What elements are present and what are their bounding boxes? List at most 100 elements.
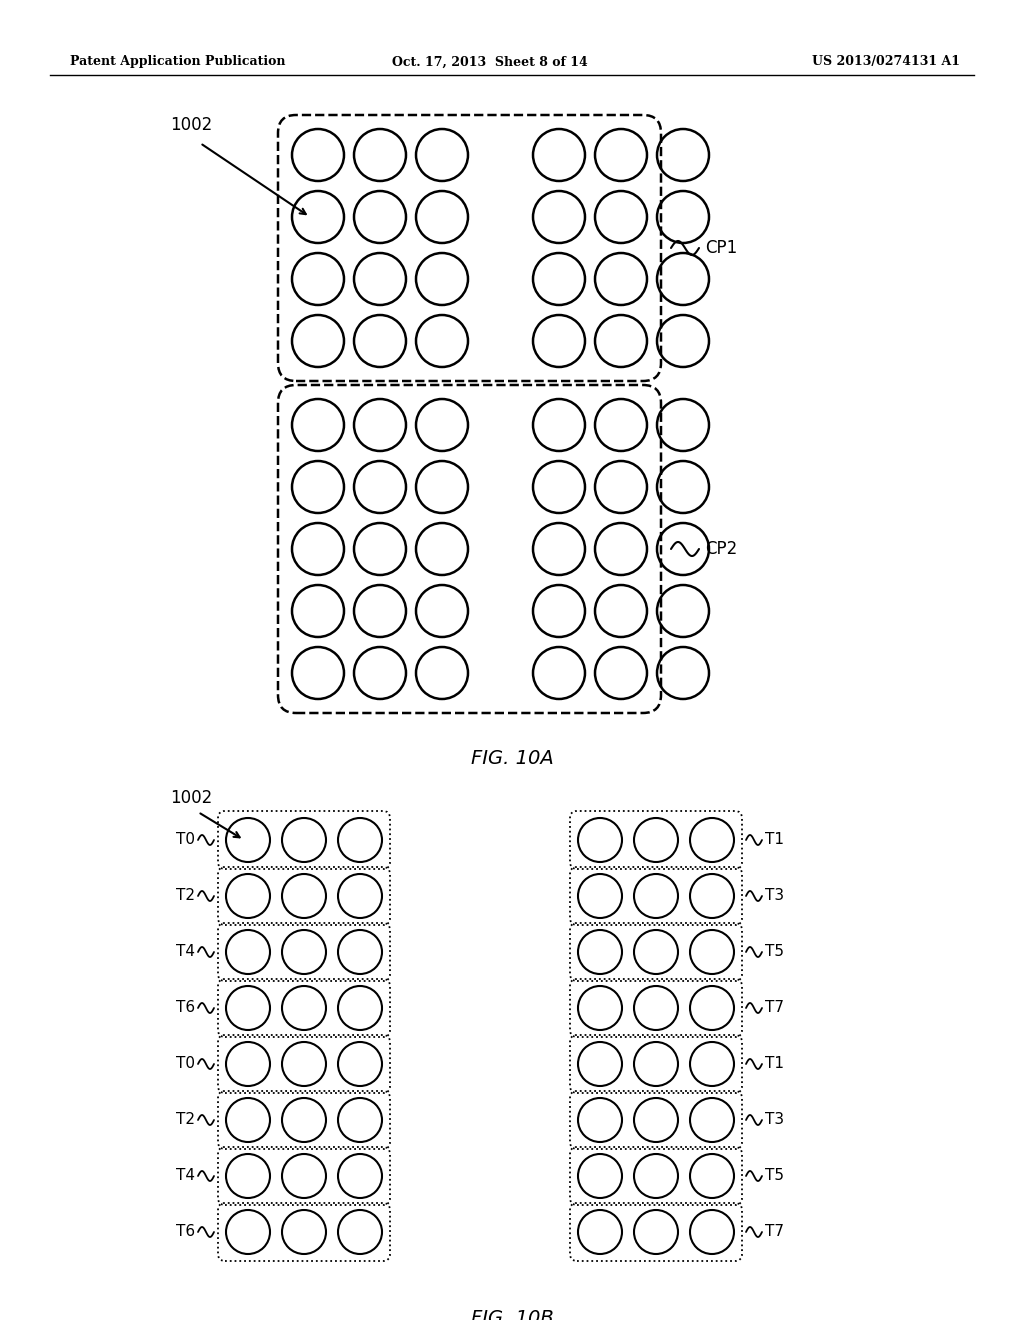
Circle shape bbox=[634, 1154, 678, 1199]
Circle shape bbox=[595, 585, 647, 638]
Circle shape bbox=[534, 461, 585, 513]
Text: T1: T1 bbox=[765, 1056, 784, 1072]
Text: T7: T7 bbox=[765, 1001, 784, 1015]
Circle shape bbox=[292, 647, 344, 700]
Circle shape bbox=[534, 399, 585, 451]
Circle shape bbox=[595, 253, 647, 305]
Circle shape bbox=[416, 647, 468, 700]
Circle shape bbox=[657, 315, 709, 367]
Text: T3: T3 bbox=[765, 888, 784, 903]
Circle shape bbox=[338, 986, 382, 1030]
Circle shape bbox=[416, 129, 468, 181]
Circle shape bbox=[354, 191, 406, 243]
Circle shape bbox=[338, 1210, 382, 1254]
Circle shape bbox=[282, 818, 326, 862]
Text: US 2013/0274131 A1: US 2013/0274131 A1 bbox=[812, 55, 961, 69]
Text: 1002: 1002 bbox=[170, 116, 212, 135]
Circle shape bbox=[595, 461, 647, 513]
Circle shape bbox=[595, 315, 647, 367]
Circle shape bbox=[354, 315, 406, 367]
Circle shape bbox=[690, 1041, 734, 1086]
Circle shape bbox=[595, 647, 647, 700]
Circle shape bbox=[578, 1154, 622, 1199]
Circle shape bbox=[534, 253, 585, 305]
Circle shape bbox=[226, 931, 270, 974]
Circle shape bbox=[292, 191, 344, 243]
Text: T3: T3 bbox=[765, 1113, 784, 1127]
Text: T6: T6 bbox=[176, 1225, 195, 1239]
Circle shape bbox=[416, 399, 468, 451]
Circle shape bbox=[657, 399, 709, 451]
Circle shape bbox=[534, 647, 585, 700]
Circle shape bbox=[354, 129, 406, 181]
Circle shape bbox=[657, 523, 709, 576]
Circle shape bbox=[416, 523, 468, 576]
Circle shape bbox=[354, 585, 406, 638]
Circle shape bbox=[595, 191, 647, 243]
Circle shape bbox=[292, 461, 344, 513]
Circle shape bbox=[534, 315, 585, 367]
Circle shape bbox=[578, 1210, 622, 1254]
Circle shape bbox=[657, 253, 709, 305]
Circle shape bbox=[634, 1210, 678, 1254]
Circle shape bbox=[282, 1041, 326, 1086]
Circle shape bbox=[634, 1098, 678, 1142]
Circle shape bbox=[292, 129, 344, 181]
Text: Oct. 17, 2013  Sheet 8 of 14: Oct. 17, 2013 Sheet 8 of 14 bbox=[392, 55, 588, 69]
Circle shape bbox=[578, 1041, 622, 1086]
Text: T2: T2 bbox=[176, 1113, 195, 1127]
Text: T0: T0 bbox=[176, 1056, 195, 1072]
Circle shape bbox=[282, 931, 326, 974]
Text: T2: T2 bbox=[176, 888, 195, 903]
Circle shape bbox=[354, 523, 406, 576]
Circle shape bbox=[578, 986, 622, 1030]
Circle shape bbox=[292, 253, 344, 305]
Circle shape bbox=[634, 986, 678, 1030]
Circle shape bbox=[292, 315, 344, 367]
Text: T1: T1 bbox=[765, 833, 784, 847]
Circle shape bbox=[282, 1210, 326, 1254]
Circle shape bbox=[292, 585, 344, 638]
Circle shape bbox=[416, 585, 468, 638]
Circle shape bbox=[657, 585, 709, 638]
Circle shape bbox=[657, 129, 709, 181]
Circle shape bbox=[292, 523, 344, 576]
Circle shape bbox=[226, 1098, 270, 1142]
Circle shape bbox=[634, 874, 678, 917]
Circle shape bbox=[338, 818, 382, 862]
Circle shape bbox=[657, 191, 709, 243]
Circle shape bbox=[657, 461, 709, 513]
Circle shape bbox=[690, 986, 734, 1030]
Circle shape bbox=[354, 461, 406, 513]
Circle shape bbox=[416, 191, 468, 243]
Circle shape bbox=[595, 129, 647, 181]
Circle shape bbox=[338, 1041, 382, 1086]
Circle shape bbox=[338, 1098, 382, 1142]
Circle shape bbox=[690, 818, 734, 862]
Circle shape bbox=[634, 1041, 678, 1086]
Circle shape bbox=[338, 874, 382, 917]
Circle shape bbox=[534, 191, 585, 243]
Circle shape bbox=[292, 399, 344, 451]
Circle shape bbox=[578, 931, 622, 974]
Text: T4: T4 bbox=[176, 945, 195, 960]
Circle shape bbox=[578, 1098, 622, 1142]
Text: CP2: CP2 bbox=[705, 540, 737, 558]
Circle shape bbox=[416, 253, 468, 305]
Circle shape bbox=[690, 874, 734, 917]
Text: T6: T6 bbox=[176, 1001, 195, 1015]
Circle shape bbox=[226, 1041, 270, 1086]
Circle shape bbox=[416, 461, 468, 513]
Circle shape bbox=[226, 1210, 270, 1254]
Circle shape bbox=[338, 931, 382, 974]
Circle shape bbox=[226, 818, 270, 862]
Circle shape bbox=[282, 874, 326, 917]
Text: T4: T4 bbox=[176, 1168, 195, 1184]
Circle shape bbox=[282, 1098, 326, 1142]
Circle shape bbox=[690, 1210, 734, 1254]
Circle shape bbox=[690, 931, 734, 974]
Text: Patent Application Publication: Patent Application Publication bbox=[70, 55, 286, 69]
Circle shape bbox=[595, 399, 647, 451]
Circle shape bbox=[657, 647, 709, 700]
Text: 1002: 1002 bbox=[170, 789, 212, 807]
